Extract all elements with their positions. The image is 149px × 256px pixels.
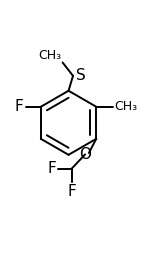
Text: CH₃: CH₃ [38,49,61,62]
Text: CH₃: CH₃ [114,100,137,113]
Text: S: S [76,68,86,83]
Text: F: F [67,184,76,199]
Text: F: F [47,161,56,176]
Text: F: F [15,99,24,114]
Text: O: O [79,147,91,162]
